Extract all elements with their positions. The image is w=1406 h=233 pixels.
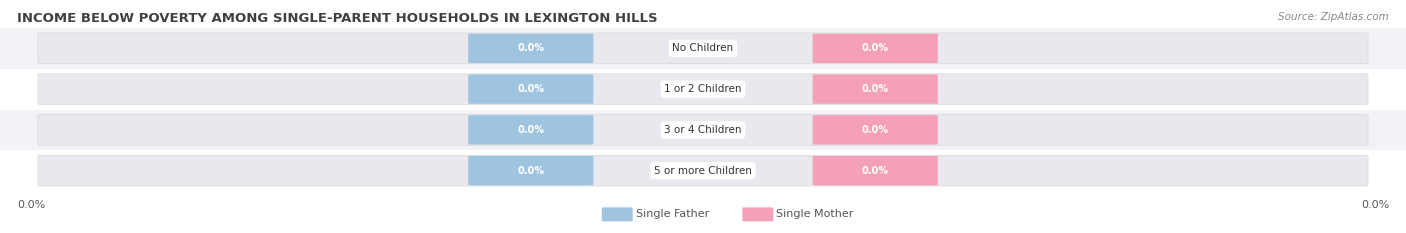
Text: 0.0%: 0.0% bbox=[1361, 200, 1389, 210]
Text: INCOME BELOW POVERTY AMONG SINGLE-PARENT HOUSEHOLDS IN LEXINGTON HILLS: INCOME BELOW POVERTY AMONG SINGLE-PARENT… bbox=[17, 12, 658, 25]
Text: 0.0%: 0.0% bbox=[517, 43, 544, 53]
Text: 5 or more Children: 5 or more Children bbox=[654, 166, 752, 176]
Text: 1 or 2 Children: 1 or 2 Children bbox=[664, 84, 742, 94]
Text: Single Father: Single Father bbox=[636, 209, 709, 219]
Text: 0.0%: 0.0% bbox=[862, 166, 889, 176]
Text: 0.0%: 0.0% bbox=[517, 125, 544, 135]
Text: 0.0%: 0.0% bbox=[862, 43, 889, 53]
Text: Source: ZipAtlas.com: Source: ZipAtlas.com bbox=[1278, 12, 1389, 22]
Text: 0.0%: 0.0% bbox=[517, 166, 544, 176]
Text: Single Mother: Single Mother bbox=[776, 209, 853, 219]
Text: No Children: No Children bbox=[672, 43, 734, 53]
Text: 3 or 4 Children: 3 or 4 Children bbox=[664, 125, 742, 135]
Text: 0.0%: 0.0% bbox=[517, 84, 544, 94]
Text: 0.0%: 0.0% bbox=[862, 125, 889, 135]
Text: 0.0%: 0.0% bbox=[17, 200, 45, 210]
Text: 0.0%: 0.0% bbox=[862, 84, 889, 94]
